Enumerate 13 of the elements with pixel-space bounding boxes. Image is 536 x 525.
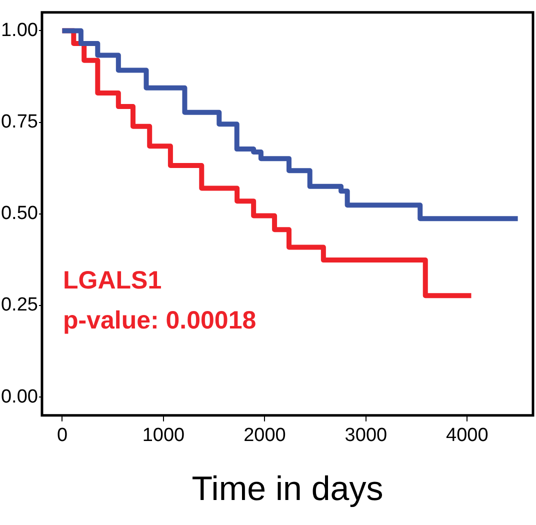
x-axis-title: Time in days — [192, 470, 384, 508]
annotation: LGALS1 — [62, 266, 162, 294]
y-tick-label: 0.50 — [0, 203, 38, 224]
x-tick-label: 3000 — [344, 425, 388, 446]
x-tick-label: 0 — [56, 425, 68, 446]
y-tick-label: 0.00 — [0, 386, 38, 408]
annotation: p-value: 0.00018 — [62, 306, 256, 334]
y-tick-label: 1.00 — [0, 20, 38, 41]
x-tick-label: 2000 — [244, 425, 286, 446]
x-tick-label: 4000 — [446, 425, 488, 446]
y-tick-label: 0.25 — [0, 294, 38, 316]
y-tick-label: 0.75 — [0, 112, 38, 133]
x-tick-label: 1000 — [142, 425, 185, 446]
